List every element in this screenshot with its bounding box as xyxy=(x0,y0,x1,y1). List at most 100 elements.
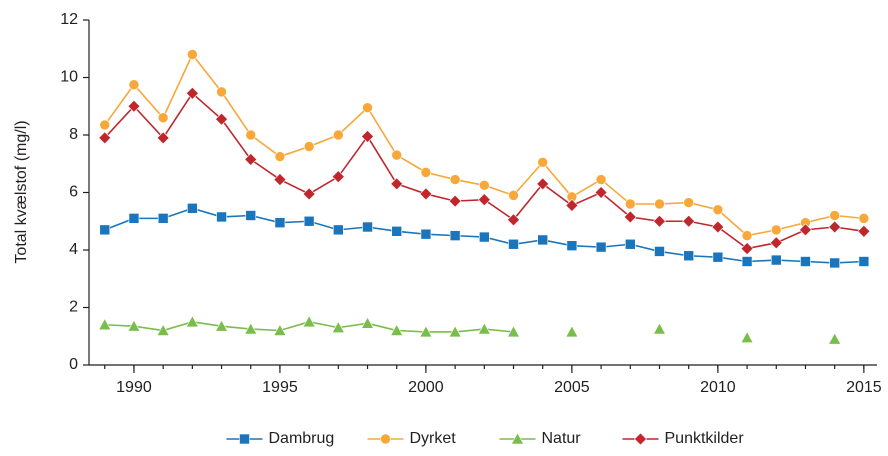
marker xyxy=(216,86,227,98)
y-tick-label: 12 xyxy=(60,11,78,28)
marker xyxy=(239,433,250,445)
marker xyxy=(634,432,647,446)
marker xyxy=(479,231,490,243)
legend-label: Dyrket xyxy=(410,430,457,447)
marker xyxy=(712,251,724,263)
marker xyxy=(829,210,840,221)
y-tick-label: 10 xyxy=(60,69,78,86)
marker xyxy=(477,193,491,207)
x-tick-label: 2015 xyxy=(846,379,882,396)
marker xyxy=(333,129,344,141)
marker xyxy=(420,228,432,240)
marker xyxy=(595,241,607,253)
marker xyxy=(420,167,432,178)
marker xyxy=(683,250,694,262)
marker xyxy=(187,203,198,214)
marker xyxy=(274,151,286,162)
marker xyxy=(244,153,258,166)
x-tick-label: 2010 xyxy=(700,379,736,396)
marker xyxy=(390,177,404,191)
marker xyxy=(333,224,344,236)
legend-label: Natur xyxy=(542,430,582,447)
marker xyxy=(127,99,141,113)
y-tick-label: 4 xyxy=(69,241,78,258)
marker xyxy=(594,186,608,199)
marker xyxy=(477,322,491,335)
marker xyxy=(565,325,579,338)
marker xyxy=(303,215,315,227)
marker xyxy=(712,204,724,216)
marker xyxy=(273,173,287,186)
marker xyxy=(654,198,665,210)
marker xyxy=(623,210,637,224)
marker xyxy=(391,149,403,161)
marker xyxy=(769,236,783,250)
marker xyxy=(829,257,840,269)
marker xyxy=(99,224,111,236)
marker xyxy=(419,325,433,338)
marker xyxy=(331,320,345,333)
marker xyxy=(98,131,112,145)
marker xyxy=(274,217,286,228)
marker xyxy=(857,224,871,238)
marker xyxy=(361,130,374,143)
y-tick-label: 6 xyxy=(69,184,78,201)
legend-label: Dambrug xyxy=(269,430,335,447)
marker xyxy=(128,213,140,224)
marker xyxy=(99,119,111,131)
marker xyxy=(127,319,141,332)
marker xyxy=(245,210,257,221)
marker xyxy=(711,220,725,234)
marker xyxy=(245,129,257,141)
marker xyxy=(652,322,666,335)
marker xyxy=(828,220,842,234)
marker xyxy=(800,256,811,267)
marker xyxy=(537,157,549,168)
x-tick-label: 2005 xyxy=(554,379,590,396)
marker xyxy=(741,256,753,267)
y-tick-label: 0 xyxy=(69,356,78,373)
marker xyxy=(391,226,403,237)
marker xyxy=(156,131,170,145)
marker xyxy=(303,141,315,152)
marker xyxy=(537,234,549,246)
marker xyxy=(390,323,404,336)
marker xyxy=(216,211,227,223)
marker xyxy=(682,214,696,228)
marker xyxy=(361,316,375,329)
marker xyxy=(448,194,462,208)
marker xyxy=(244,322,258,335)
marker xyxy=(654,246,665,257)
marker xyxy=(331,170,345,184)
marker xyxy=(510,432,525,445)
marker xyxy=(508,190,519,201)
marker xyxy=(215,112,228,126)
marker xyxy=(508,238,519,250)
marker xyxy=(624,198,636,210)
marker xyxy=(536,177,550,191)
marker xyxy=(215,319,229,332)
marker xyxy=(479,180,490,191)
marker xyxy=(419,187,433,201)
marker xyxy=(566,240,578,251)
marker xyxy=(128,79,140,90)
marker xyxy=(740,331,754,343)
marker xyxy=(185,315,199,328)
marker xyxy=(653,214,666,228)
marker xyxy=(448,325,462,338)
marker xyxy=(273,323,287,336)
marker xyxy=(858,256,870,267)
y-tick-label: 2 xyxy=(69,299,78,316)
marker xyxy=(187,49,198,60)
x-tick-label: 1995 xyxy=(262,379,298,396)
series-line xyxy=(105,322,835,339)
marker xyxy=(362,102,373,113)
marker xyxy=(741,230,753,241)
marker xyxy=(770,224,782,236)
marker xyxy=(157,213,169,224)
marker xyxy=(507,213,520,227)
legend-label: Punktkilder xyxy=(665,430,745,447)
marker xyxy=(449,174,461,185)
y-tick-label: 8 xyxy=(69,126,78,143)
